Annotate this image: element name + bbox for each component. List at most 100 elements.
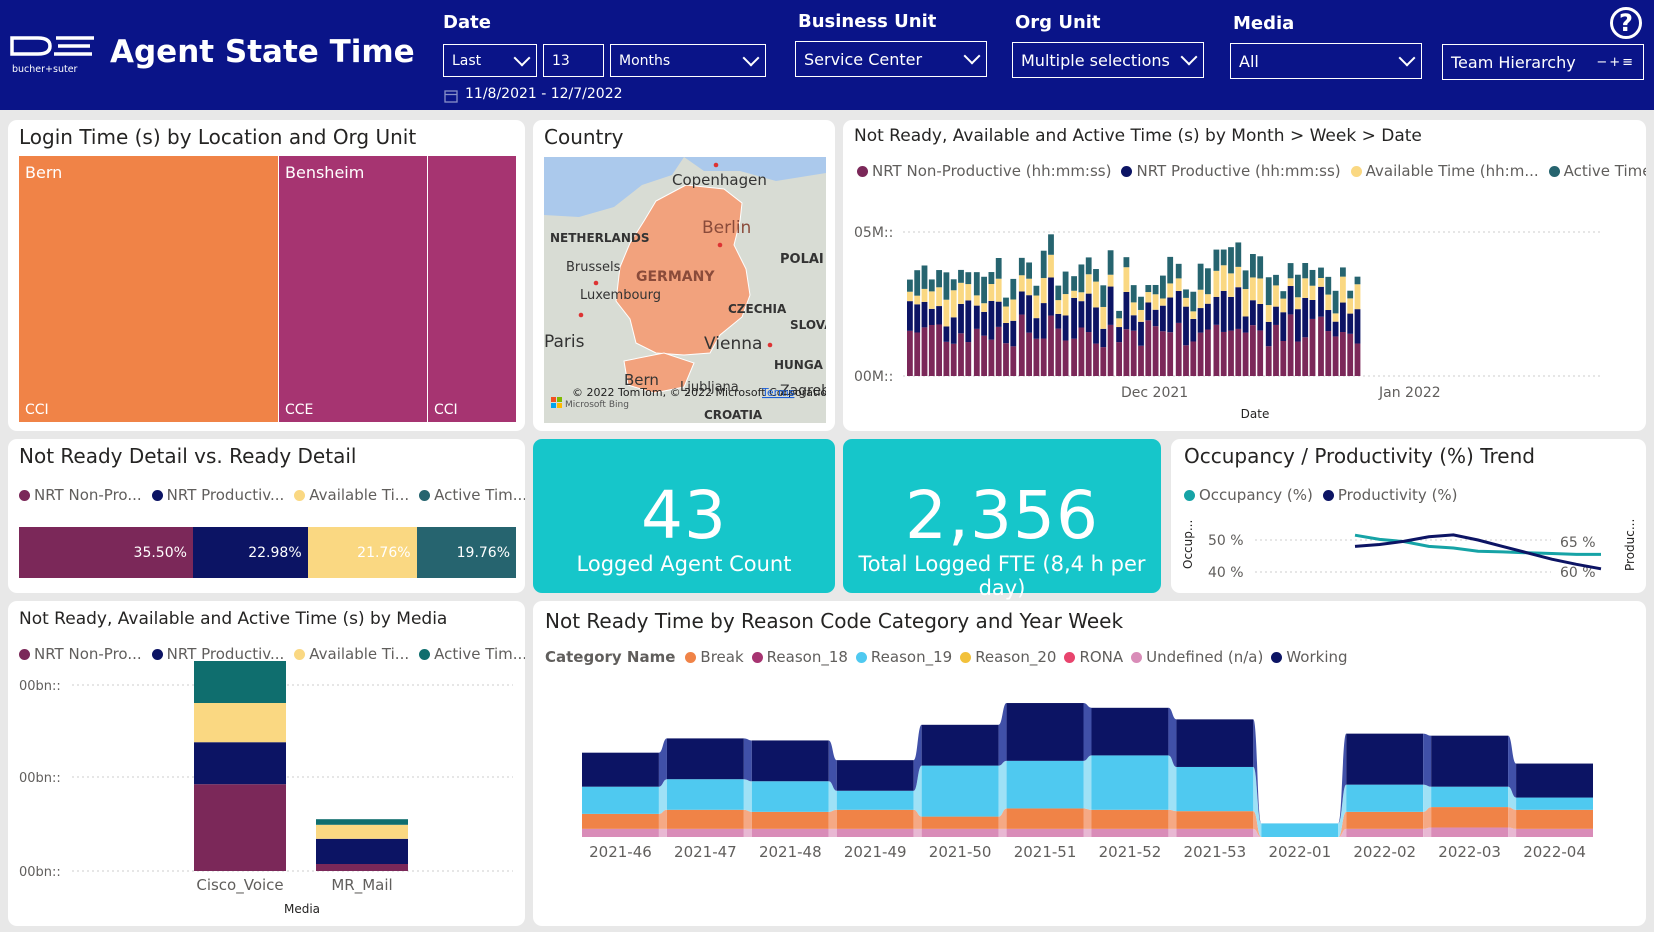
bar-segment[interactable] (965, 342, 972, 376)
reason-ribbon-chart[interactable]: 2021-46 2021-47 2021-48 2021-49 2021-50 2021-… (533, 601, 1646, 926)
bar-segment[interactable] (928, 291, 935, 309)
bar-segment[interactable] (1026, 332, 1032, 376)
bar-segment[interactable] (1287, 263, 1294, 279)
ribbon-bar[interactable] (921, 765, 999, 817)
legend-item[interactable]: NRT Productive (hh:mm:ss) (1121, 162, 1341, 180)
ribbon-connector[interactable] (743, 809, 752, 829)
ribbon-bar[interactable] (1091, 755, 1169, 810)
bar-segment[interactable] (1257, 256, 1264, 279)
bar-segment[interactable] (1026, 295, 1032, 333)
ribbon-connector[interactable] (1423, 807, 1432, 829)
bar-segment[interactable] (1309, 299, 1316, 319)
help-icon[interactable]: ? (1610, 7, 1642, 39)
ribbon-bar[interactable] (1176, 766, 1254, 812)
bar-segment[interactable] (1160, 305, 1166, 332)
bar-segment[interactable] (1302, 337, 1309, 376)
productivity-line[interactable] (1354, 533, 1602, 571)
bar-segment[interactable] (1205, 303, 1211, 330)
bar-segment[interactable] (1010, 346, 1017, 376)
bar-segment[interactable] (1302, 278, 1309, 298)
bar-segment[interactable] (1040, 278, 1047, 304)
bar-segment[interactable] (1205, 329, 1211, 376)
bar-segment[interactable] (1295, 341, 1301, 376)
ribbon-connector[interactable] (1508, 735, 1517, 798)
ribbon-connector[interactable] (1508, 827, 1517, 837)
bar-segment[interactable] (1325, 294, 1332, 311)
bar-segment[interactable] (1318, 286, 1324, 317)
ribbon-connector[interactable] (743, 738, 752, 782)
ribbon-bar[interactable] (666, 738, 744, 780)
bar-segment[interactable] (194, 661, 286, 703)
bar-segment[interactable] (1347, 298, 1354, 314)
ribbon-bar[interactable] (1006, 760, 1084, 809)
legend-item[interactable]: NRT Non-Pro... (19, 645, 142, 663)
bar-segment[interactable] (316, 864, 408, 871)
bar-segment[interactable] (1107, 286, 1114, 325)
bar-segment[interactable] (1175, 263, 1182, 279)
bar-segment[interactable] (1183, 306, 1189, 346)
bar-segment[interactable] (1250, 277, 1256, 301)
nr-segment[interactable]: 19.76% (416, 527, 517, 578)
bar-segment[interactable] (1123, 291, 1130, 330)
bar-segment[interactable] (194, 742, 286, 785)
nr-detail-stacked-bar[interactable]: 35.50% 22.98% 21.76% 19.76% (19, 527, 517, 578)
bar-segment[interactable] (1257, 303, 1264, 331)
bar-segment[interactable] (973, 305, 980, 329)
ribbon-connector[interactable] (1508, 786, 1517, 810)
bar-segment[interactable] (965, 300, 972, 343)
bar-segment[interactable] (1130, 315, 1137, 331)
bar-segment[interactable] (988, 284, 995, 301)
bar-segment[interactable] (965, 272, 972, 285)
bar-segment[interactable] (1257, 278, 1264, 304)
bar-segment[interactable] (1280, 312, 1287, 341)
bar-segment[interactable] (921, 301, 928, 328)
bar-segment[interactable] (1093, 307, 1099, 344)
ribbon-connector[interactable] (913, 809, 922, 829)
bar-segment[interactable] (1340, 276, 1346, 303)
bar-segment[interactable] (1116, 327, 1122, 343)
bar-segment[interactable] (981, 311, 987, 336)
ribbon-bar[interactable] (921, 828, 999, 837)
bar-segment[interactable] (928, 308, 935, 325)
bar-segment[interactable] (1033, 318, 1040, 339)
bar-segment[interactable] (981, 303, 987, 312)
bar-segment[interactable] (914, 295, 921, 305)
bar-segment[interactable] (1235, 328, 1242, 376)
treemap-cell-bensheim[interactable]: Bensheim CCE (279, 156, 427, 422)
bar-segment[interactable] (943, 299, 950, 327)
ribbon-bar[interactable] (1261, 823, 1339, 837)
bar-segment[interactable] (1250, 254, 1256, 278)
bar-segment[interactable] (1242, 332, 1249, 376)
legend-item[interactable]: NRT Productiv... (151, 645, 284, 663)
ribbon-connector[interactable] (658, 828, 667, 837)
bar-segment[interactable] (1018, 257, 1025, 276)
bar-segment[interactable] (907, 279, 913, 292)
bar-segment[interactable] (1332, 290, 1339, 314)
ribbon-bar[interactable] (1176, 828, 1254, 837)
bar-segment[interactable] (1138, 345, 1144, 376)
bar-segment[interactable] (1078, 327, 1085, 376)
month-stacked-bar-chart[interactable]: 05M:: 00M:: Dec 2021 Jan 2022 Date (843, 200, 1646, 430)
legend-item[interactable]: Active Tim... (419, 486, 525, 504)
bar-segment[interactable] (1071, 276, 1077, 291)
bar-segment[interactable] (1340, 332, 1346, 376)
bar-segment[interactable] (1010, 299, 1017, 321)
bar-segment[interactable] (1347, 333, 1354, 376)
bar-segment[interactable] (1340, 302, 1346, 333)
bar-segment[interactable] (1138, 309, 1144, 322)
bar-segment[interactable] (1190, 318, 1197, 342)
bar-segment[interactable] (1175, 291, 1182, 323)
bar-segment[interactable] (1116, 318, 1122, 328)
bar-segment[interactable] (1138, 321, 1144, 346)
bar-segment[interactable] (316, 819, 408, 825)
bar-segment[interactable] (1130, 330, 1137, 376)
bar-segment[interactable] (943, 326, 950, 342)
treemap-cell-cci[interactable]: CCI (428, 156, 516, 422)
bar-segment[interactable] (1003, 343, 1009, 376)
bar-segment[interactable] (1213, 296, 1220, 325)
bar-segment[interactable] (1093, 269, 1099, 282)
bar-segment[interactable] (1048, 234, 1054, 255)
bar-segment[interactable] (921, 327, 928, 376)
bar-segment[interactable] (1062, 271, 1069, 295)
ribbon-connector[interactable] (1338, 784, 1347, 837)
